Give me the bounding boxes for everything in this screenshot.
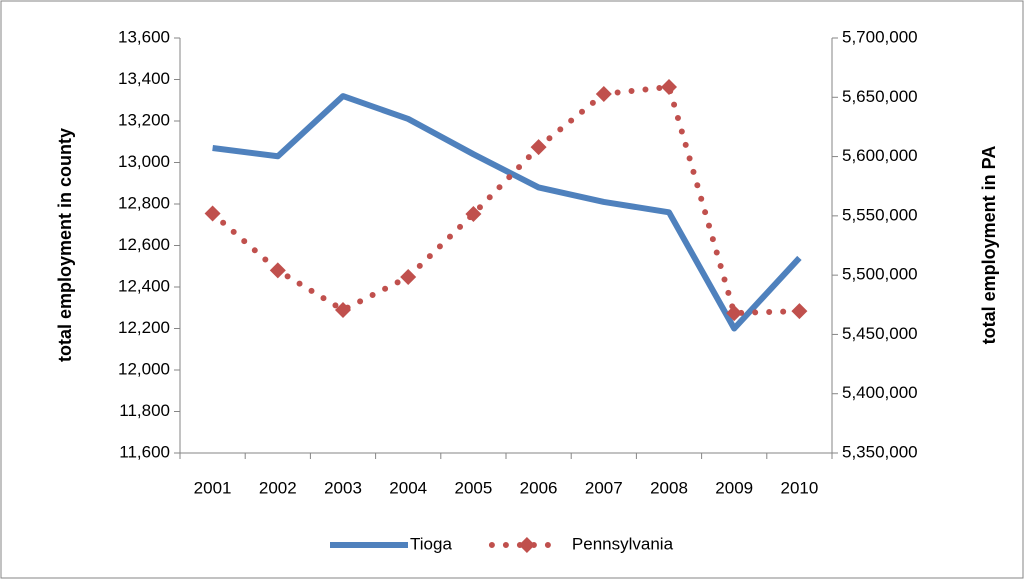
y-tick-label: 13,600 bbox=[118, 27, 170, 46]
y-tick-label: 13,400 bbox=[118, 69, 170, 88]
marker bbox=[726, 305, 743, 322]
y2-tick-label: 5,550,000 bbox=[842, 205, 918, 224]
marker bbox=[400, 269, 417, 286]
marker bbox=[335, 302, 351, 319]
y-tick-label: 12,000 bbox=[118, 359, 170, 378]
x-tick-label: 2001 bbox=[194, 478, 232, 497]
y2-tick-label: 5,650,000 bbox=[842, 87, 918, 106]
y-axis-title: total employment in county bbox=[55, 128, 75, 362]
y-tick-label: 12,400 bbox=[118, 276, 170, 295]
marker bbox=[269, 262, 286, 279]
x-tick-label: 2008 bbox=[650, 478, 688, 497]
y2-tick-label: 5,450,000 bbox=[842, 324, 918, 343]
legend-label: Tioga bbox=[410, 534, 452, 553]
x-tick-label: 2002 bbox=[259, 478, 297, 497]
y2-tick-label: 5,500,000 bbox=[842, 265, 918, 284]
y-tick-label: 12,600 bbox=[118, 235, 170, 254]
x-tick-label: 2005 bbox=[454, 478, 492, 497]
marker bbox=[530, 139, 547, 156]
x-tick-label: 2004 bbox=[389, 478, 427, 497]
x-tick-label: 2010 bbox=[780, 478, 818, 497]
series-line bbox=[209, 83, 803, 317]
marker bbox=[661, 78, 677, 95]
x-tick-label: 2007 bbox=[585, 478, 623, 497]
y-tick-label: 13,200 bbox=[118, 110, 170, 129]
marker bbox=[465, 205, 482, 222]
y2-tick-label: 5,700,000 bbox=[842, 27, 918, 46]
y2-tick-label: 5,350,000 bbox=[842, 442, 918, 461]
legend-label: Pennsylvania bbox=[572, 534, 674, 553]
x-tick-label: 2003 bbox=[324, 478, 362, 497]
y2-axis-title: total employment in PA bbox=[979, 146, 999, 345]
legend-marker bbox=[518, 537, 535, 553]
y2-tick-label: 5,600,000 bbox=[842, 146, 918, 165]
x-tick-label: 2009 bbox=[715, 478, 753, 497]
y-tick-label: 12,800 bbox=[118, 193, 170, 212]
marker bbox=[595, 85, 612, 102]
y-tick-label: 13,000 bbox=[118, 152, 170, 171]
y2-tick-label: 5,400,000 bbox=[842, 383, 918, 402]
y-tick-label: 12,200 bbox=[118, 318, 170, 337]
x-tick-label: 2006 bbox=[520, 478, 558, 497]
marker bbox=[791, 303, 808, 320]
y-tick-label: 11,600 bbox=[119, 442, 170, 461]
marker bbox=[204, 205, 221, 222]
series-line bbox=[212, 93, 802, 332]
y-tick-label: 11,800 bbox=[119, 401, 170, 420]
